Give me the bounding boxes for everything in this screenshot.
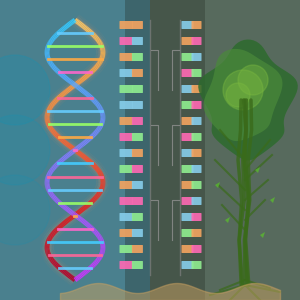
FancyBboxPatch shape <box>182 133 194 141</box>
FancyBboxPatch shape <box>182 213 194 221</box>
FancyBboxPatch shape <box>191 69 202 77</box>
Polygon shape <box>215 182 220 188</box>
Polygon shape <box>198 40 298 160</box>
FancyBboxPatch shape <box>132 69 143 77</box>
FancyBboxPatch shape <box>119 133 133 141</box>
FancyBboxPatch shape <box>182 21 194 29</box>
FancyBboxPatch shape <box>191 21 202 29</box>
Circle shape <box>0 55 50 125</box>
FancyBboxPatch shape <box>132 213 143 221</box>
FancyBboxPatch shape <box>182 69 194 77</box>
Circle shape <box>0 175 50 245</box>
FancyBboxPatch shape <box>132 53 143 61</box>
FancyBboxPatch shape <box>191 245 202 253</box>
FancyBboxPatch shape <box>132 37 143 45</box>
FancyBboxPatch shape <box>182 53 194 61</box>
FancyBboxPatch shape <box>182 229 194 237</box>
Polygon shape <box>150 0 300 300</box>
FancyBboxPatch shape <box>182 261 194 269</box>
FancyBboxPatch shape <box>132 245 143 253</box>
FancyBboxPatch shape <box>119 245 133 253</box>
Polygon shape <box>270 197 275 203</box>
FancyBboxPatch shape <box>182 149 194 157</box>
FancyBboxPatch shape <box>182 165 194 173</box>
FancyBboxPatch shape <box>119 21 133 29</box>
FancyBboxPatch shape <box>132 101 143 109</box>
FancyBboxPatch shape <box>182 101 194 109</box>
FancyBboxPatch shape <box>132 117 143 125</box>
Polygon shape <box>203 49 283 141</box>
Circle shape <box>223 70 263 110</box>
FancyBboxPatch shape <box>119 53 133 61</box>
FancyBboxPatch shape <box>119 197 133 205</box>
FancyBboxPatch shape <box>119 85 133 93</box>
FancyBboxPatch shape <box>182 117 194 125</box>
Polygon shape <box>225 217 230 223</box>
Polygon shape <box>260 232 265 238</box>
Circle shape <box>238 65 268 95</box>
FancyBboxPatch shape <box>132 21 143 29</box>
Circle shape <box>226 83 250 107</box>
FancyBboxPatch shape <box>191 133 202 141</box>
FancyBboxPatch shape <box>191 37 202 45</box>
FancyBboxPatch shape <box>191 213 202 221</box>
Circle shape <box>0 115 50 185</box>
FancyBboxPatch shape <box>132 181 143 189</box>
FancyBboxPatch shape <box>119 149 133 157</box>
FancyBboxPatch shape <box>191 261 202 269</box>
FancyBboxPatch shape <box>132 133 143 141</box>
FancyBboxPatch shape <box>182 37 194 45</box>
FancyBboxPatch shape <box>182 245 194 253</box>
FancyBboxPatch shape <box>132 197 143 205</box>
FancyBboxPatch shape <box>132 229 143 237</box>
FancyBboxPatch shape <box>191 181 202 189</box>
Polygon shape <box>255 167 260 173</box>
FancyBboxPatch shape <box>132 165 143 173</box>
FancyBboxPatch shape <box>182 85 194 93</box>
FancyBboxPatch shape <box>119 213 133 221</box>
Polygon shape <box>0 0 150 300</box>
FancyBboxPatch shape <box>182 181 194 189</box>
FancyBboxPatch shape <box>191 85 202 93</box>
FancyBboxPatch shape <box>132 149 143 157</box>
FancyBboxPatch shape <box>119 101 133 109</box>
FancyBboxPatch shape <box>191 229 202 237</box>
FancyBboxPatch shape <box>132 85 143 93</box>
FancyBboxPatch shape <box>119 181 133 189</box>
FancyBboxPatch shape <box>119 117 133 125</box>
FancyBboxPatch shape <box>132 261 143 269</box>
FancyBboxPatch shape <box>119 37 133 45</box>
FancyBboxPatch shape <box>191 149 202 157</box>
FancyBboxPatch shape <box>119 229 133 237</box>
FancyBboxPatch shape <box>191 165 202 173</box>
FancyBboxPatch shape <box>119 69 133 77</box>
FancyBboxPatch shape <box>191 117 202 125</box>
FancyBboxPatch shape <box>191 197 202 205</box>
Bar <box>125 0 205 300</box>
FancyBboxPatch shape <box>191 101 202 109</box>
FancyBboxPatch shape <box>191 53 202 61</box>
FancyBboxPatch shape <box>182 197 194 205</box>
FancyBboxPatch shape <box>119 165 133 173</box>
FancyBboxPatch shape <box>119 261 133 269</box>
